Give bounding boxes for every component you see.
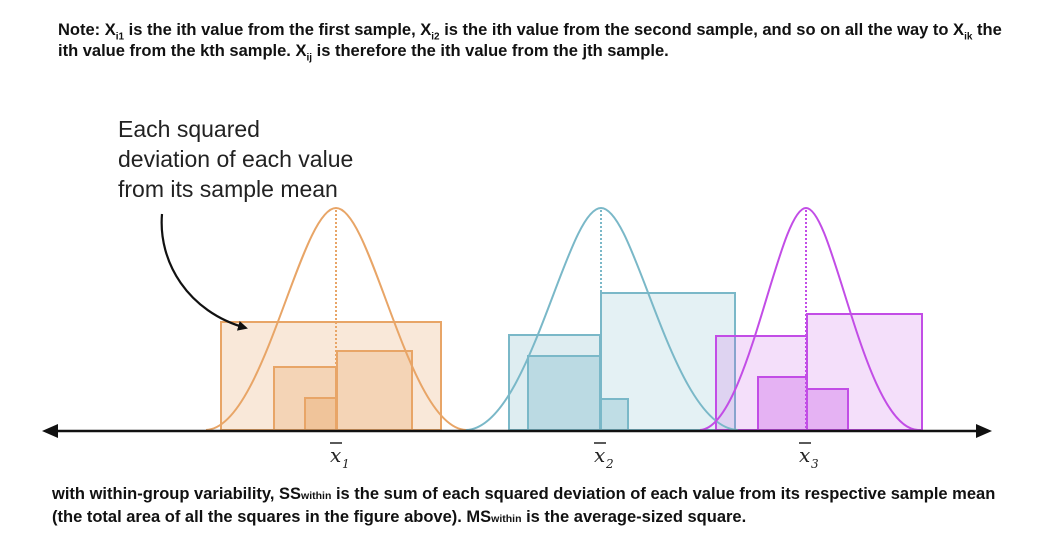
annotation-line-3: from its sample mean: [118, 176, 338, 202]
deviation-square: [715, 335, 808, 431]
deviation-square: [527, 355, 601, 431]
annotation-arrow: [160, 213, 248, 331]
deviation-square: [336, 350, 413, 431]
sample-3-squares: [715, 313, 923, 431]
axis-arrow-left: [42, 424, 58, 438]
sample-2-distribution-curve: [465, 206, 739, 431]
deviation-square: [600, 398, 629, 431]
deviation-square: [757, 376, 808, 431]
squared-deviation-annotation: Each squared deviation of each value fro…: [118, 114, 438, 204]
mean-label-1: x 1: [330, 442, 350, 471]
annotation-line-1: Each squared: [118, 116, 260, 142]
annotation-line-2: deviation of each value: [118, 146, 354, 172]
deviation-square: [806, 388, 849, 431]
svg-text:x: x: [594, 443, 605, 467]
caption-text: with within-group variability, SSwithin …: [52, 485, 996, 526]
svg-text:1: 1: [342, 457, 350, 471]
mean-label-3: x 3: [799, 442, 819, 471]
deviation-square: [304, 397, 337, 431]
sample-1-distribution-curve: [205, 206, 467, 431]
mean-label-2: x 2: [594, 442, 614, 471]
svg-text:x: x: [799, 443, 810, 467]
sample-1-squares: [220, 321, 442, 431]
sample-3-distribution-curve: [699, 206, 919, 431]
svg-text:x: x: [330, 443, 341, 467]
svg-text:2: 2: [605, 457, 614, 471]
note-text: Note: Xi1 is the ith value from the firs…: [58, 21, 1002, 64]
axis-arrow-right: [976, 424, 992, 438]
sample-2-squares: [508, 292, 736, 431]
svg-text:3: 3: [811, 457, 819, 471]
